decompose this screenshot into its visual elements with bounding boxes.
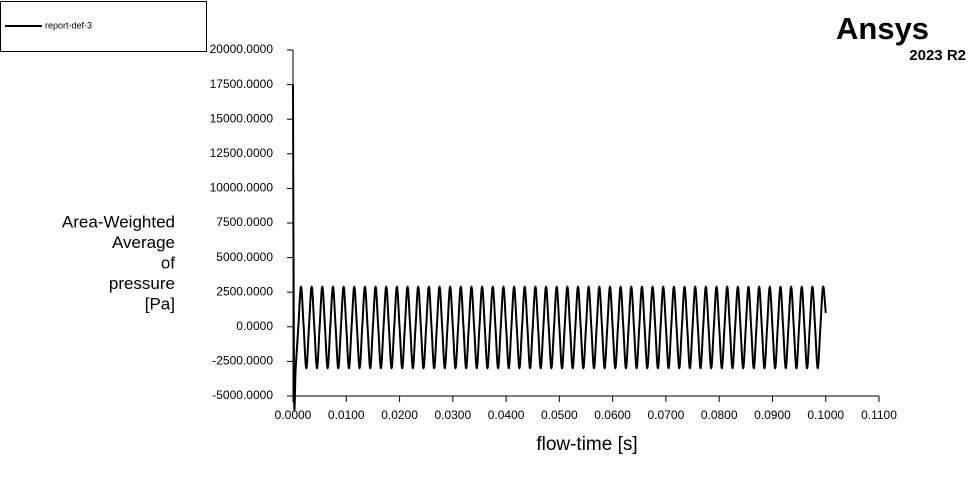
logo-name: Ansys [836,11,929,46]
x-tick-label: 0.0900 [754,408,791,422]
x-tick-label: 0.0700 [648,408,685,422]
y-axis-label: of [161,253,175,272]
x-tick-label: 0.0400 [488,408,525,422]
x-tick-label: 0.1000 [807,408,844,422]
y-tick-label: 2500.0000 [216,284,273,298]
y-tick-label: 12500.0000 [210,146,274,160]
y-tick-label: 0.0000 [236,319,273,333]
y-tick-label: 10000.0000 [210,181,274,195]
x-tick-label: 0.0300 [434,408,471,422]
x-tick-label: 0.0200 [381,408,418,422]
legend-label: report-def-3 [45,20,92,30]
y-axis-label: [Pa] [145,294,175,313]
y-tick-label: 15000.0000 [210,111,274,125]
y-tick-label: 5000.0000 [216,250,273,264]
y-axis-label: pressure [109,274,175,293]
y-tick-label: -5000.0000 [212,388,273,402]
y-tick-label: 20000.0000 [210,42,274,56]
y-tick-label: 17500.0000 [210,77,274,91]
logo-version: 2023 R2 [909,47,966,64]
y-axis-label: Average [112,233,175,252]
y-tick-label: -2500.0000 [212,354,273,368]
x-tick-label: 0.0500 [541,408,578,422]
y-tick-label: 7500.0000 [216,215,273,229]
x-tick-label: 0.0600 [594,408,631,422]
x-tick-label: 0.1100 [861,408,897,422]
x-tick-label: 0.0000 [275,408,312,422]
x-tick-label: 0.0800 [701,408,738,422]
data-line [292,84,827,411]
y-axis-label: Area-Weighted [62,212,175,231]
x-axis-label: flow-time [s] [536,434,637,455]
x-tick-label: 0.0100 [328,408,365,422]
